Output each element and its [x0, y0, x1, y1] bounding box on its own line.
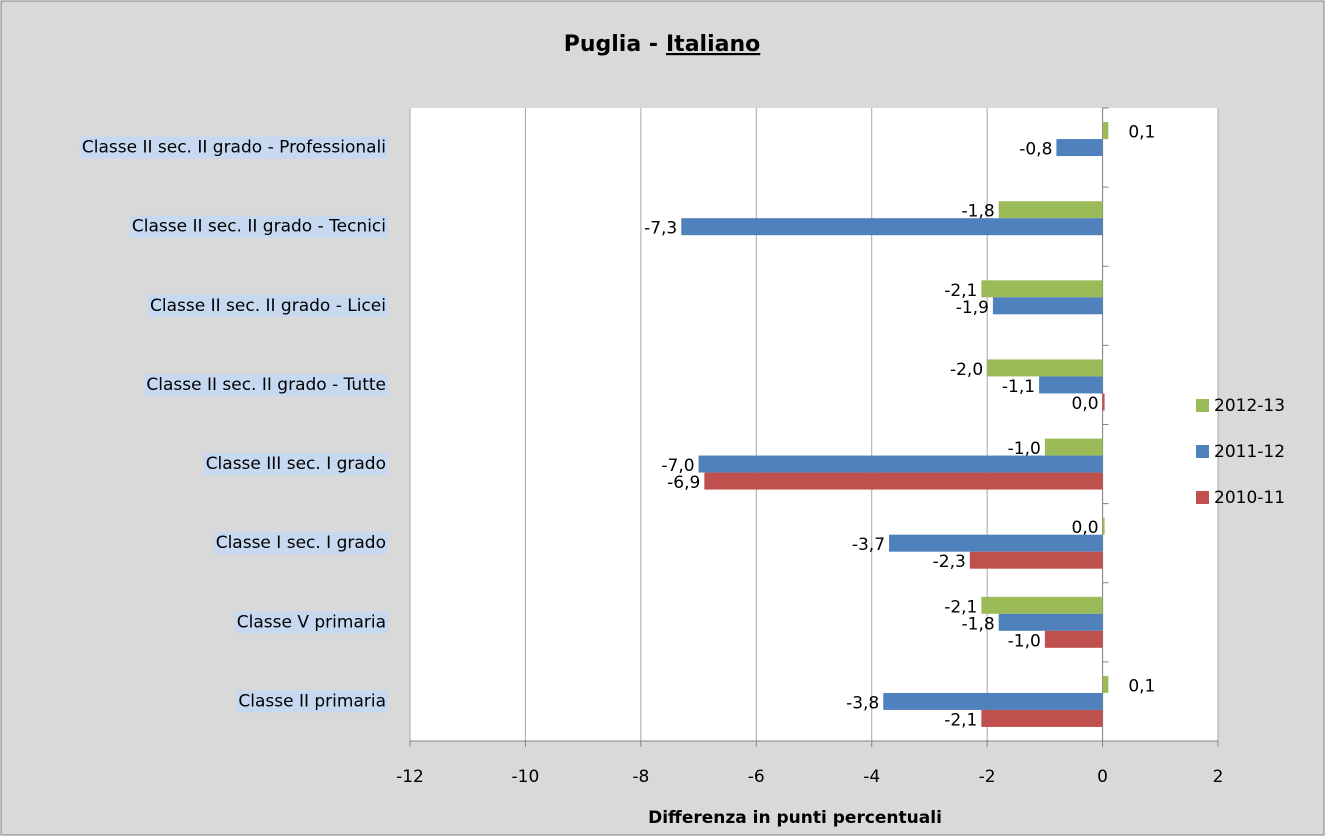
label-highlight — [234, 611, 388, 634]
bar — [998, 613, 1103, 631]
bar — [889, 534, 1103, 552]
data-label: 0,1 — [1128, 123, 1155, 143]
bar — [969, 551, 1103, 569]
data-label: -2,1 — [944, 281, 977, 301]
bar — [987, 359, 1103, 377]
x-tick-label: -2 — [979, 767, 996, 787]
data-label: -1,0 — [1008, 631, 1041, 651]
data-label: -7,0 — [661, 456, 694, 476]
title-part: Italiano — [666, 32, 760, 57]
y-tick-label: Classe II sec. II grado - Licei — [150, 296, 386, 316]
data-label: -7,3 — [644, 219, 677, 239]
x-tick-label: 2 — [1213, 767, 1224, 787]
data-label: -2,1 — [944, 710, 977, 730]
legend-label: 2012-13 — [1214, 396, 1285, 416]
legend-label: 2010-11 — [1214, 488, 1285, 508]
label-highlight — [213, 532, 388, 555]
data-label: -1,1 — [1002, 377, 1035, 397]
label-highlight — [144, 373, 388, 396]
bar — [981, 280, 1103, 298]
label-highlight — [148, 294, 388, 317]
bar — [1102, 122, 1109, 140]
label-highlight — [236, 690, 388, 713]
bar — [1102, 675, 1109, 693]
label-highlight — [79, 136, 388, 159]
data-label: 0,1 — [1128, 676, 1155, 696]
bar — [1039, 376, 1103, 394]
data-label: -2,1 — [944, 597, 977, 617]
legend-swatch — [1196, 491, 1209, 504]
legend-label: 2011-12 — [1214, 442, 1285, 462]
title-part: Puglia - — [564, 32, 658, 57]
x-tick-label: 0 — [1097, 767, 1108, 787]
data-label: -3,8 — [846, 693, 879, 713]
x-tick-label: -4 — [863, 767, 880, 787]
x-tick-label: -6 — [748, 767, 765, 787]
data-label: -3,7 — [852, 535, 885, 555]
bar — [1044, 438, 1103, 456]
y-tick-label: Classe I sec. I grado — [216, 533, 386, 553]
bar — [1044, 630, 1103, 648]
y-tick-label: Classe V primaria — [237, 612, 386, 632]
y-tick-label: Classe III sec. I grado — [206, 454, 386, 474]
data-label: -2,3 — [933, 552, 966, 572]
legend-swatch — [1196, 445, 1209, 458]
y-tick-label: Classe II sec. II grado - Tecnici — [132, 217, 386, 237]
bar — [681, 218, 1103, 236]
x-tick-label: -10 — [512, 767, 540, 787]
bar — [1056, 139, 1103, 157]
bar — [698, 455, 1103, 473]
data-label: -6,9 — [667, 473, 700, 493]
data-label: -2,0 — [950, 360, 983, 380]
data-label: -1,8 — [962, 614, 995, 634]
y-tick-label: Classe II sec. II grado - Professionali — [82, 138, 386, 158]
data-label: -1,9 — [956, 298, 989, 318]
bar — [981, 709, 1103, 727]
legend-swatch — [1196, 399, 1209, 412]
data-label: -1,8 — [962, 202, 995, 222]
data-label: -1,0 — [1008, 439, 1041, 459]
data-label: 0,0 — [1072, 518, 1099, 538]
label-highlight — [203, 453, 388, 476]
bar — [1102, 393, 1105, 411]
bar — [1102, 517, 1105, 535]
y-tick-label: Classe II sec. II grado - Tutte — [146, 375, 386, 395]
chart-title: Puglia - Italiano — [564, 32, 761, 57]
bar — [998, 201, 1103, 219]
x-tick-label: -12 — [396, 767, 424, 787]
y-tick-label: Classe II primaria — [238, 691, 386, 711]
bar — [704, 472, 1103, 490]
label-highlight — [129, 215, 388, 238]
bar — [883, 692, 1103, 710]
bar — [981, 596, 1103, 614]
x-axis-label: Differenza in punti percentuali — [648, 808, 942, 828]
bar — [992, 297, 1103, 315]
data-label: 0,0 — [1072, 394, 1099, 414]
x-tick-label: -8 — [632, 767, 649, 787]
data-label: -0,8 — [1019, 140, 1052, 160]
